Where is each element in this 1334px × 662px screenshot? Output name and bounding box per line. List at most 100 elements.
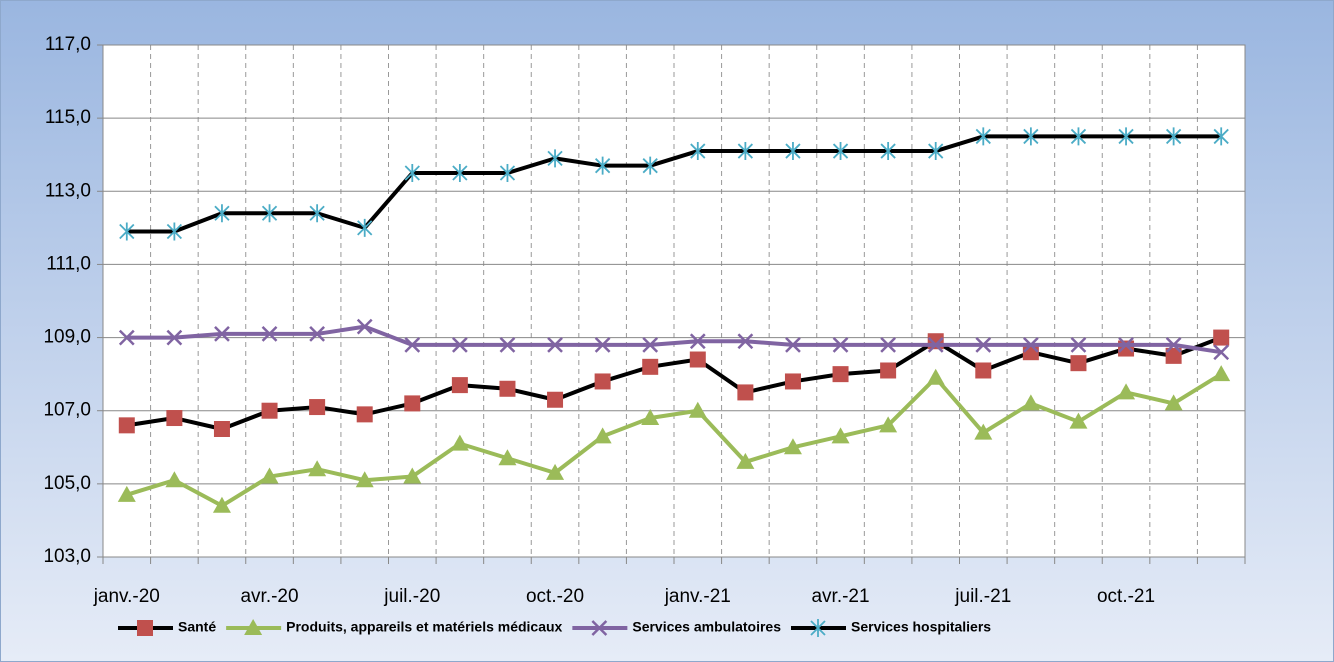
marker	[117, 485, 136, 502]
marker	[1118, 337, 1134, 353]
marker	[260, 467, 279, 484]
marker	[499, 337, 516, 353]
marker	[212, 496, 231, 513]
marker	[689, 351, 706, 368]
marker	[1070, 127, 1087, 146]
marker	[642, 156, 658, 175]
marker	[642, 337, 659, 353]
marker	[244, 619, 263, 635]
marker	[403, 467, 422, 484]
marker	[357, 218, 373, 237]
marker	[547, 391, 564, 408]
marker	[1165, 347, 1182, 364]
marker	[356, 406, 373, 423]
marker	[1165, 127, 1182, 146]
marker	[499, 380, 516, 397]
marker	[309, 204, 325, 223]
marker	[309, 399, 326, 416]
marker	[137, 620, 153, 636]
marker	[166, 410, 183, 427]
y-tick-label: 109,0	[43, 327, 91, 348]
marker	[832, 337, 849, 353]
marker	[1023, 127, 1039, 146]
marker	[737, 142, 754, 161]
marker	[498, 449, 517, 466]
x-tick-label: avr.-21	[811, 586, 869, 607]
y-tick-label: 111,0	[46, 253, 91, 274]
marker	[594, 337, 611, 353]
marker	[593, 427, 612, 444]
marker	[975, 362, 992, 379]
marker	[1070, 337, 1087, 353]
x-tick-label: janv.-20	[93, 586, 160, 607]
marker	[1070, 355, 1087, 372]
marker	[451, 377, 468, 394]
marker	[355, 471, 374, 488]
marker	[546, 463, 565, 480]
marker	[926, 368, 945, 385]
marker	[641, 409, 660, 426]
marker	[975, 337, 992, 353]
marker	[404, 337, 421, 353]
marker	[736, 452, 755, 469]
marker	[974, 423, 993, 440]
marker	[1165, 337, 1182, 353]
marker	[594, 156, 611, 175]
marker	[261, 402, 278, 419]
marker	[810, 619, 826, 637]
x-tick-label: oct.-21	[1097, 586, 1155, 607]
legend-label: Produits, appareils et matériels médicau…	[286, 619, 562, 635]
marker	[308, 460, 327, 477]
marker	[880, 337, 897, 353]
marker	[1118, 127, 1134, 146]
marker	[1213, 344, 1230, 361]
series-line	[126, 134, 1222, 234]
marker	[1022, 337, 1039, 353]
y-tick-label: 107,0	[43, 400, 91, 421]
marker	[547, 149, 563, 168]
x-tick-label: avr.-20	[240, 586, 298, 607]
marker	[689, 333, 706, 350]
marker	[832, 142, 849, 161]
marker	[451, 337, 468, 353]
marker	[737, 384, 754, 401]
marker	[688, 401, 707, 418]
marker	[879, 416, 898, 433]
y-tick-label: 117,0	[45, 34, 91, 55]
y-tick-label: 113,0	[45, 180, 91, 201]
marker	[831, 427, 850, 444]
marker	[783, 438, 802, 455]
marker	[165, 471, 184, 488]
marker	[166, 329, 183, 346]
marker	[499, 164, 516, 182]
marker	[1021, 394, 1040, 411]
marker	[547, 337, 563, 353]
marker	[1164, 394, 1183, 411]
marker	[975, 127, 991, 146]
marker	[118, 417, 135, 434]
marker	[737, 333, 754, 350]
marker	[1069, 412, 1088, 429]
marker	[1117, 383, 1136, 400]
marker	[784, 373, 801, 390]
x-tick-label: juil.-21	[954, 586, 1011, 607]
marker	[594, 373, 611, 390]
marker	[690, 142, 706, 161]
marker	[880, 142, 896, 161]
marker	[356, 318, 373, 335]
marker	[119, 222, 135, 241]
legend-label: Services ambulatoires	[632, 619, 781, 635]
marker	[452, 164, 468, 182]
series-line	[126, 372, 1223, 508]
x-tick-label: janv.-21	[664, 586, 731, 607]
marker	[309, 326, 326, 342]
marker	[880, 362, 897, 379]
series-line	[126, 324, 1222, 355]
marker	[450, 434, 469, 451]
marker	[1213, 127, 1229, 146]
marker	[166, 222, 183, 241]
marker	[785, 337, 801, 353]
marker	[928, 142, 944, 161]
marker	[261, 326, 278, 342]
